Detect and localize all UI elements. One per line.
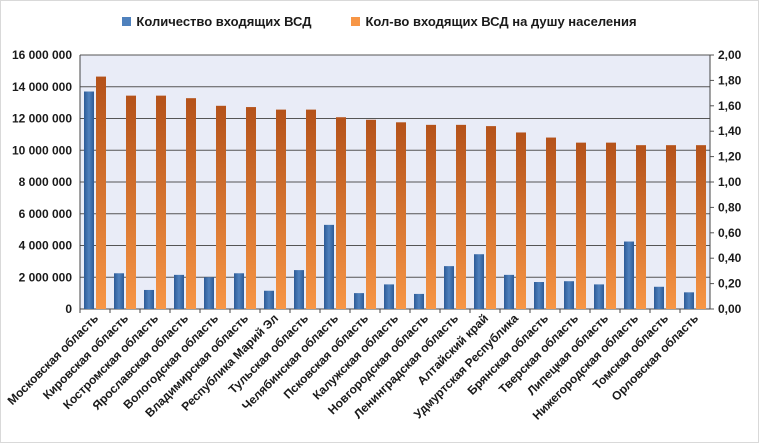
y-left-tick-label: 14 000 000: [12, 80, 72, 94]
bar-series-1: [114, 273, 124, 309]
bar-series-1: [474, 254, 484, 309]
bar-series-1: [444, 266, 454, 309]
bar-series-2: [216, 105, 226, 309]
y-left-tick-label: 8 000 000: [19, 175, 73, 189]
legend: Количество входящих ВСД Кол-во входящих …: [0, 14, 759, 29]
bar-series-2: [606, 142, 616, 309]
y-right-tick-label: 0,60: [718, 226, 742, 240]
y-left-tick-label: 12 000 000: [12, 112, 72, 126]
y-right-tick-label: 1,20: [718, 150, 742, 164]
bar-series-1: [294, 270, 304, 309]
bar-series-2: [666, 145, 676, 309]
y-right-tick-label: 1,40: [718, 124, 742, 138]
legend-swatch-series-1: [122, 17, 132, 26]
bar-series-2: [636, 145, 646, 309]
bar-series-1: [504, 274, 514, 309]
bar-series-2: [276, 109, 286, 309]
y-right-tick-label: 0,20: [718, 277, 742, 291]
bar-series-1: [204, 277, 214, 309]
y-left-tick-label: 4 000 000: [19, 239, 73, 253]
bar-series-1: [354, 293, 364, 309]
y-left-tick-label: 16 000 000: [12, 48, 72, 62]
bar-series-2: [306, 109, 316, 309]
bar-series-2: [186, 98, 196, 310]
y-left-tick-label: 0: [65, 302, 72, 316]
bar-series-1: [144, 289, 154, 309]
legend-entry-series-1: Количество входящих ВСД: [122, 14, 311, 29]
bar-series-1: [624, 241, 634, 309]
y-right-tick-label: 0,80: [718, 200, 742, 214]
y-right-tick-label: 2,00: [718, 48, 742, 62]
bar-series-1: [564, 281, 574, 309]
y-left-tick-label: 6 000 000: [19, 207, 73, 221]
bar-series-2: [546, 137, 556, 309]
bar-series-2: [156, 95, 166, 309]
bar-series-1: [384, 284, 394, 309]
bar-series-2: [456, 124, 466, 309]
legend-label-series-2: Кол-во входящих ВСД на душу населения: [365, 14, 637, 29]
y-left-tick-label: 10 000 000: [12, 143, 72, 157]
legend-swatch-series-2: [351, 17, 361, 26]
bar-series-1: [324, 224, 334, 309]
bar-series-2: [696, 145, 706, 309]
bar-series-2: [246, 107, 256, 309]
y-right-tick-label: 1,60: [718, 99, 742, 113]
bar-series-1: [414, 293, 424, 309]
bar-series-2: [96, 76, 106, 309]
bar-series-1: [654, 286, 664, 309]
bar-series-1: [684, 292, 694, 309]
bar-series-1: [534, 282, 544, 309]
y-right-tick-label: 1,80: [718, 73, 742, 87]
bar-series-1: [264, 290, 274, 309]
y-right-tick-label: 0,00: [718, 302, 742, 316]
bar-series-2: [516, 132, 526, 309]
bar-series-2: [576, 142, 586, 309]
legend-label-series-1: Количество входящих ВСД: [136, 14, 312, 29]
bar-series-2: [486, 126, 496, 310]
bar-series-2: [336, 117, 346, 309]
bar-series-2: [396, 122, 406, 309]
legend-entry-series-2: Кол-во входящих ВСД на душу населения: [351, 14, 637, 29]
bar-series-1: [84, 91, 94, 309]
bar-series-1: [594, 284, 604, 309]
y-right-tick-label: 1,00: [718, 175, 742, 189]
bar-series-2: [426, 124, 436, 309]
bar-series-1: [174, 274, 184, 309]
bar-series-1: [234, 273, 244, 309]
y-right-tick-label: 0,40: [718, 251, 742, 265]
y-left-tick-label: 2 000 000: [19, 270, 73, 284]
bar-series-2: [126, 95, 136, 309]
bar-series-2: [366, 119, 376, 310]
